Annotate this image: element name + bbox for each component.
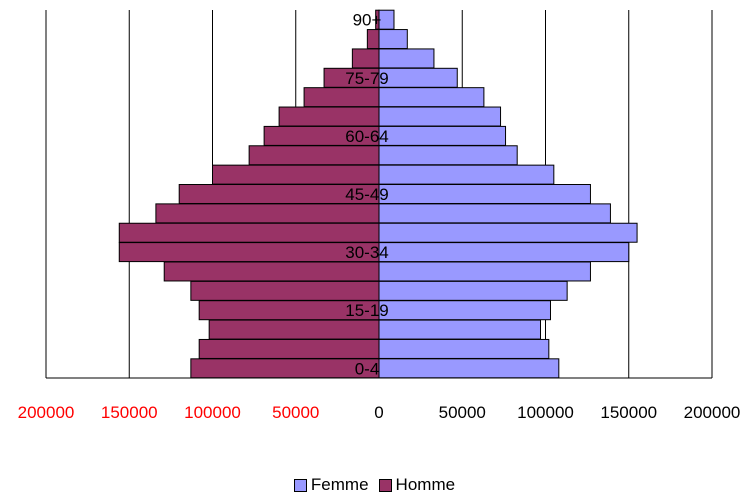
bar-femme [378,300,551,321]
x-tick-labels: 200000 150000 100000 50000 0 50000 100000 15000… [18,403,741,422]
x-tick-label: 150000 [600,403,657,422]
x-tick-label: 150000 [101,403,158,422]
x-tick-label: 0 [374,403,383,422]
category-label: 45-49 [345,185,388,204]
category-labels: 0-4 15-19 30-34 45-49 60-64 75-79 90+ [345,11,388,379]
bar-femme [378,164,555,185]
bar-femme [378,87,485,108]
legend-item-femme: Femme [293,475,369,495]
category-label: 90+ [353,11,382,30]
category-label: 30-34 [345,243,388,262]
category-label: 75-79 [345,69,388,88]
bar-femme [378,106,502,127]
bar-homme [303,87,380,108]
bar-femme [378,9,395,30]
category-label: 60-64 [345,127,388,146]
bar-femme [378,242,630,263]
bar-homme [208,319,380,340]
bar-femme [378,358,560,379]
bar-homme [366,29,380,50]
bar-femme [378,145,518,166]
bar-homme [118,222,380,243]
population-pyramid-chart: 200000 150000 100000 50000 0 50000 100000 15000… [18,9,741,422]
bar-femme [378,48,435,69]
bar-femme [378,184,591,204]
legend-item-homme: Homme [378,475,456,495]
x-tick-label: 200000 [684,403,741,422]
x-tick-label: 50000 [272,403,319,422]
bar-homme [198,338,380,359]
bars [118,9,638,379]
bar-femme [378,319,542,340]
bar-homme [248,145,380,166]
legend-swatch-homme [378,478,392,492]
x-tick-label: 50000 [439,403,486,422]
legend: Femme Homme [0,475,749,495]
bar-homme [351,48,380,69]
bar-homme [118,242,380,263]
bar-homme [190,280,380,301]
legend-swatch-femme [293,478,307,492]
bar-femme [378,67,458,88]
x-tick-label: 100000 [184,403,241,422]
bar-femme [378,203,611,224]
x-tick-label: 200000 [18,403,75,422]
category-label: 0-4 [355,359,380,378]
bar-femme [378,29,408,50]
bar-homme [212,164,380,185]
bar-femme [378,338,550,359]
bar-homme [278,106,380,127]
bar-homme [155,203,380,224]
bar-homme [190,358,380,379]
bar-femme [378,222,638,243]
x-tick-label: 100000 [517,403,574,422]
bar-femme [378,280,568,301]
bar-femme [378,125,507,146]
bar-femme [378,261,591,282]
legend-label-homme: Homme [395,475,456,494]
legend-label-femme: Femme [310,475,369,494]
category-label: 15-19 [345,301,388,320]
bar-homme [163,261,380,282]
